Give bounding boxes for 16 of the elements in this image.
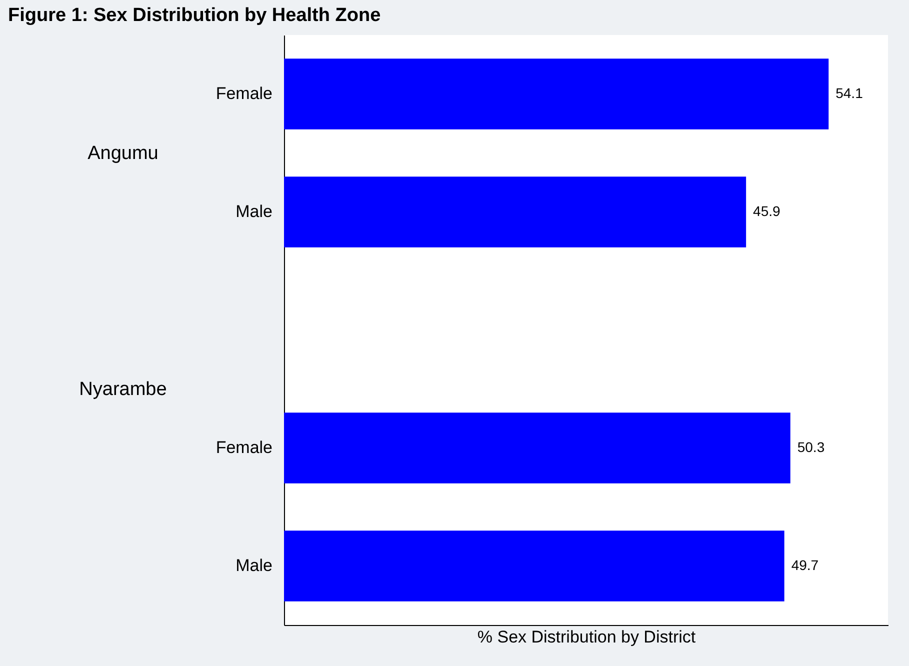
bar <box>284 176 746 248</box>
y-tick-label: Male <box>236 556 272 575</box>
bar <box>284 412 790 484</box>
text: Nyarambe <box>79 379 167 400</box>
y-tick-label: Female <box>216 438 272 457</box>
data-label: 49.7 <box>791 557 819 573</box>
y-tick-label: Male <box>236 202 272 221</box>
data-label: 45.9 <box>753 203 781 219</box>
y-tick-label: Female <box>216 84 272 103</box>
data-label: 54.1 <box>836 85 864 101</box>
bar <box>284 58 829 130</box>
data-label: 50.3 <box>797 439 825 455</box>
text: Angumu <box>88 143 158 164</box>
bar <box>284 530 784 602</box>
chart-title: Figure 1: Sex Distribution by Health Zone <box>8 5 381 26</box>
x-axis-title: % Sex Distribution by District <box>477 628 696 646</box>
